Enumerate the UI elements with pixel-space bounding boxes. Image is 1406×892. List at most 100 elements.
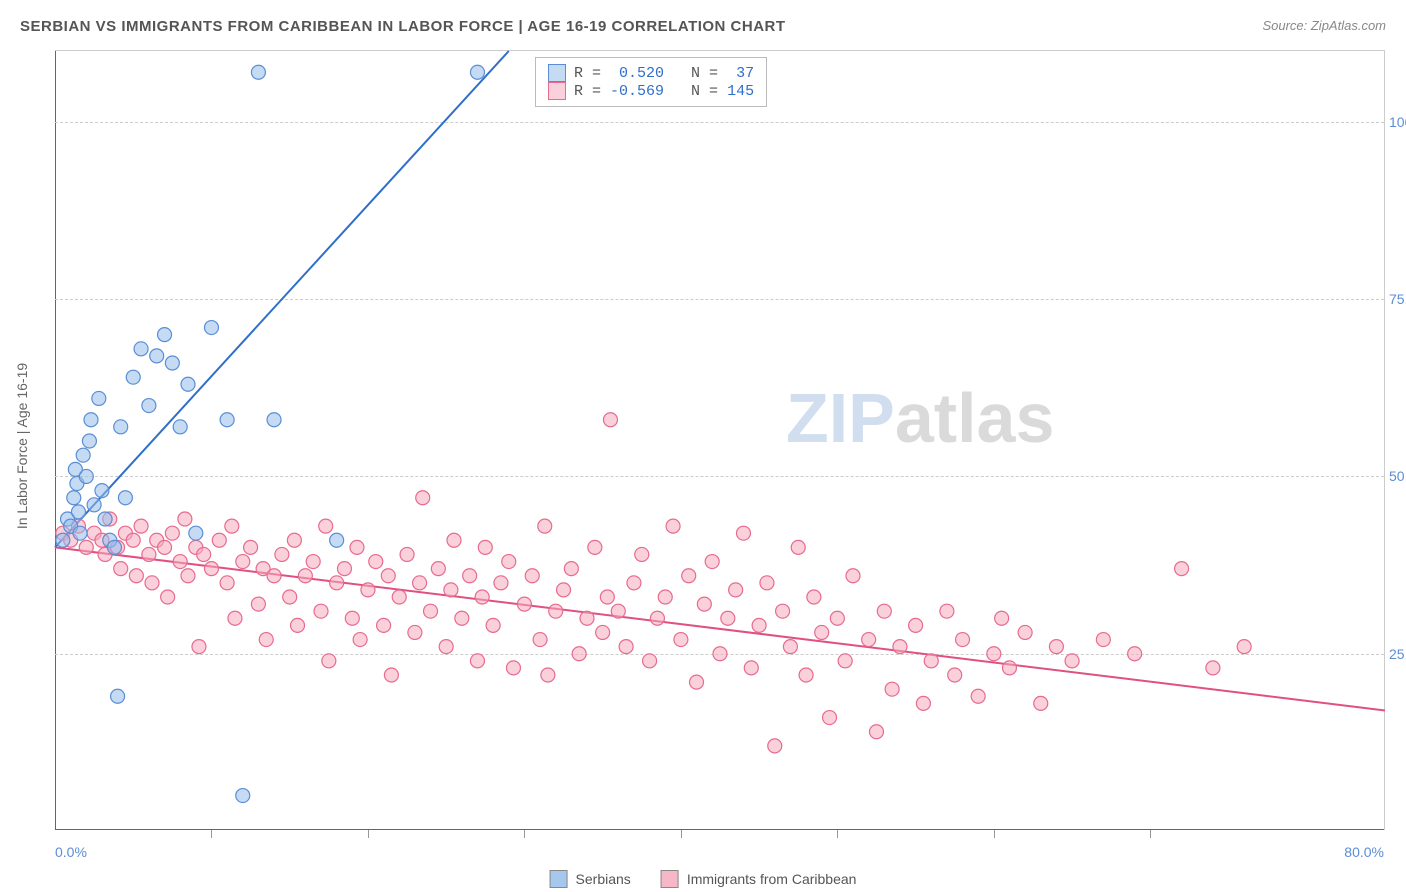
chart-title: SERBIAN VS IMMIGRANTS FROM CARIBBEAN IN … bbox=[20, 18, 786, 35]
data-point bbox=[291, 618, 305, 632]
data-point bbox=[225, 519, 239, 533]
bottom-legend-label: Immigrants from Caribbean bbox=[687, 871, 857, 887]
data-point bbox=[862, 633, 876, 647]
data-point bbox=[541, 668, 555, 682]
data-point bbox=[413, 576, 427, 590]
data-point bbox=[611, 604, 625, 618]
data-point bbox=[134, 519, 148, 533]
x-tick bbox=[211, 830, 212, 838]
data-point bbox=[79, 469, 93, 483]
data-point bbox=[1034, 696, 1048, 710]
data-point bbox=[161, 590, 175, 604]
data-point bbox=[408, 625, 422, 639]
data-point bbox=[705, 555, 719, 569]
data-point bbox=[220, 413, 234, 427]
bottom-legend: Serbians Immigrants from Caribbean bbox=[550, 870, 857, 888]
data-point bbox=[603, 413, 617, 427]
bottom-legend-label: Serbians bbox=[576, 871, 631, 887]
data-point bbox=[799, 668, 813, 682]
data-point bbox=[635, 547, 649, 561]
x-tick bbox=[524, 830, 525, 838]
data-point bbox=[129, 569, 143, 583]
data-point bbox=[877, 604, 891, 618]
data-point bbox=[470, 654, 484, 668]
bottom-legend-item: Serbians bbox=[550, 870, 631, 888]
data-point bbox=[298, 569, 312, 583]
data-point bbox=[79, 540, 93, 554]
data-point bbox=[287, 533, 301, 547]
data-point bbox=[736, 526, 750, 540]
data-point bbox=[1206, 661, 1220, 675]
data-point bbox=[84, 413, 98, 427]
data-point bbox=[134, 342, 148, 356]
data-point bbox=[713, 647, 727, 661]
data-point bbox=[627, 576, 641, 590]
y-tick-label: 25.0% bbox=[1389, 646, 1406, 662]
data-point bbox=[314, 604, 328, 618]
data-point bbox=[444, 583, 458, 597]
data-point bbox=[369, 555, 383, 569]
data-point bbox=[768, 739, 782, 753]
data-point bbox=[384, 668, 398, 682]
data-point bbox=[165, 356, 179, 370]
data-point bbox=[924, 654, 938, 668]
data-point bbox=[600, 590, 614, 604]
data-point bbox=[729, 583, 743, 597]
data-point bbox=[995, 611, 1009, 625]
data-point bbox=[76, 448, 90, 462]
data-point bbox=[87, 498, 101, 512]
data-point bbox=[73, 526, 87, 540]
data-point bbox=[760, 576, 774, 590]
y-tick-label: 50.0% bbox=[1389, 468, 1406, 484]
data-point bbox=[619, 640, 633, 654]
source-label: Source: ZipAtlas.com bbox=[1262, 18, 1386, 33]
data-point bbox=[92, 391, 106, 405]
data-point bbox=[447, 533, 461, 547]
data-point bbox=[1096, 633, 1110, 647]
data-point bbox=[557, 583, 571, 597]
data-point bbox=[475, 590, 489, 604]
data-point bbox=[416, 491, 430, 505]
data-point bbox=[791, 540, 805, 554]
data-point bbox=[650, 611, 664, 625]
data-point bbox=[1049, 640, 1063, 654]
data-point bbox=[98, 512, 112, 526]
stats-legend-box: R = 0.520 N = 37R = -0.569 N = 145 bbox=[535, 57, 767, 107]
data-point bbox=[82, 434, 96, 448]
data-point bbox=[192, 640, 206, 654]
data-point bbox=[885, 682, 899, 696]
data-point bbox=[251, 65, 265, 79]
data-point bbox=[909, 618, 923, 632]
data-point bbox=[181, 569, 195, 583]
data-point bbox=[173, 555, 187, 569]
data-point bbox=[596, 625, 610, 639]
data-point bbox=[267, 569, 281, 583]
data-point bbox=[463, 569, 477, 583]
y-axis-title: In Labor Force | Age 16-19 bbox=[14, 363, 30, 529]
data-point bbox=[956, 633, 970, 647]
data-point bbox=[1018, 625, 1032, 639]
data-point bbox=[95, 484, 109, 498]
data-point bbox=[1002, 661, 1016, 675]
data-point bbox=[846, 569, 860, 583]
x-tick bbox=[994, 830, 995, 838]
data-point bbox=[322, 654, 336, 668]
data-point bbox=[1175, 562, 1189, 576]
data-point bbox=[815, 625, 829, 639]
data-point bbox=[212, 533, 226, 547]
data-point bbox=[572, 647, 586, 661]
legend-swatch bbox=[661, 870, 679, 888]
data-point bbox=[275, 547, 289, 561]
data-point bbox=[1128, 647, 1142, 661]
data-point bbox=[107, 540, 121, 554]
data-point bbox=[377, 618, 391, 632]
data-point bbox=[486, 618, 500, 632]
data-point bbox=[126, 370, 140, 384]
data-point bbox=[114, 420, 128, 434]
data-point bbox=[494, 576, 508, 590]
data-point bbox=[173, 420, 187, 434]
data-point bbox=[893, 640, 907, 654]
data-point bbox=[506, 661, 520, 675]
data-point bbox=[538, 519, 552, 533]
data-point bbox=[345, 611, 359, 625]
